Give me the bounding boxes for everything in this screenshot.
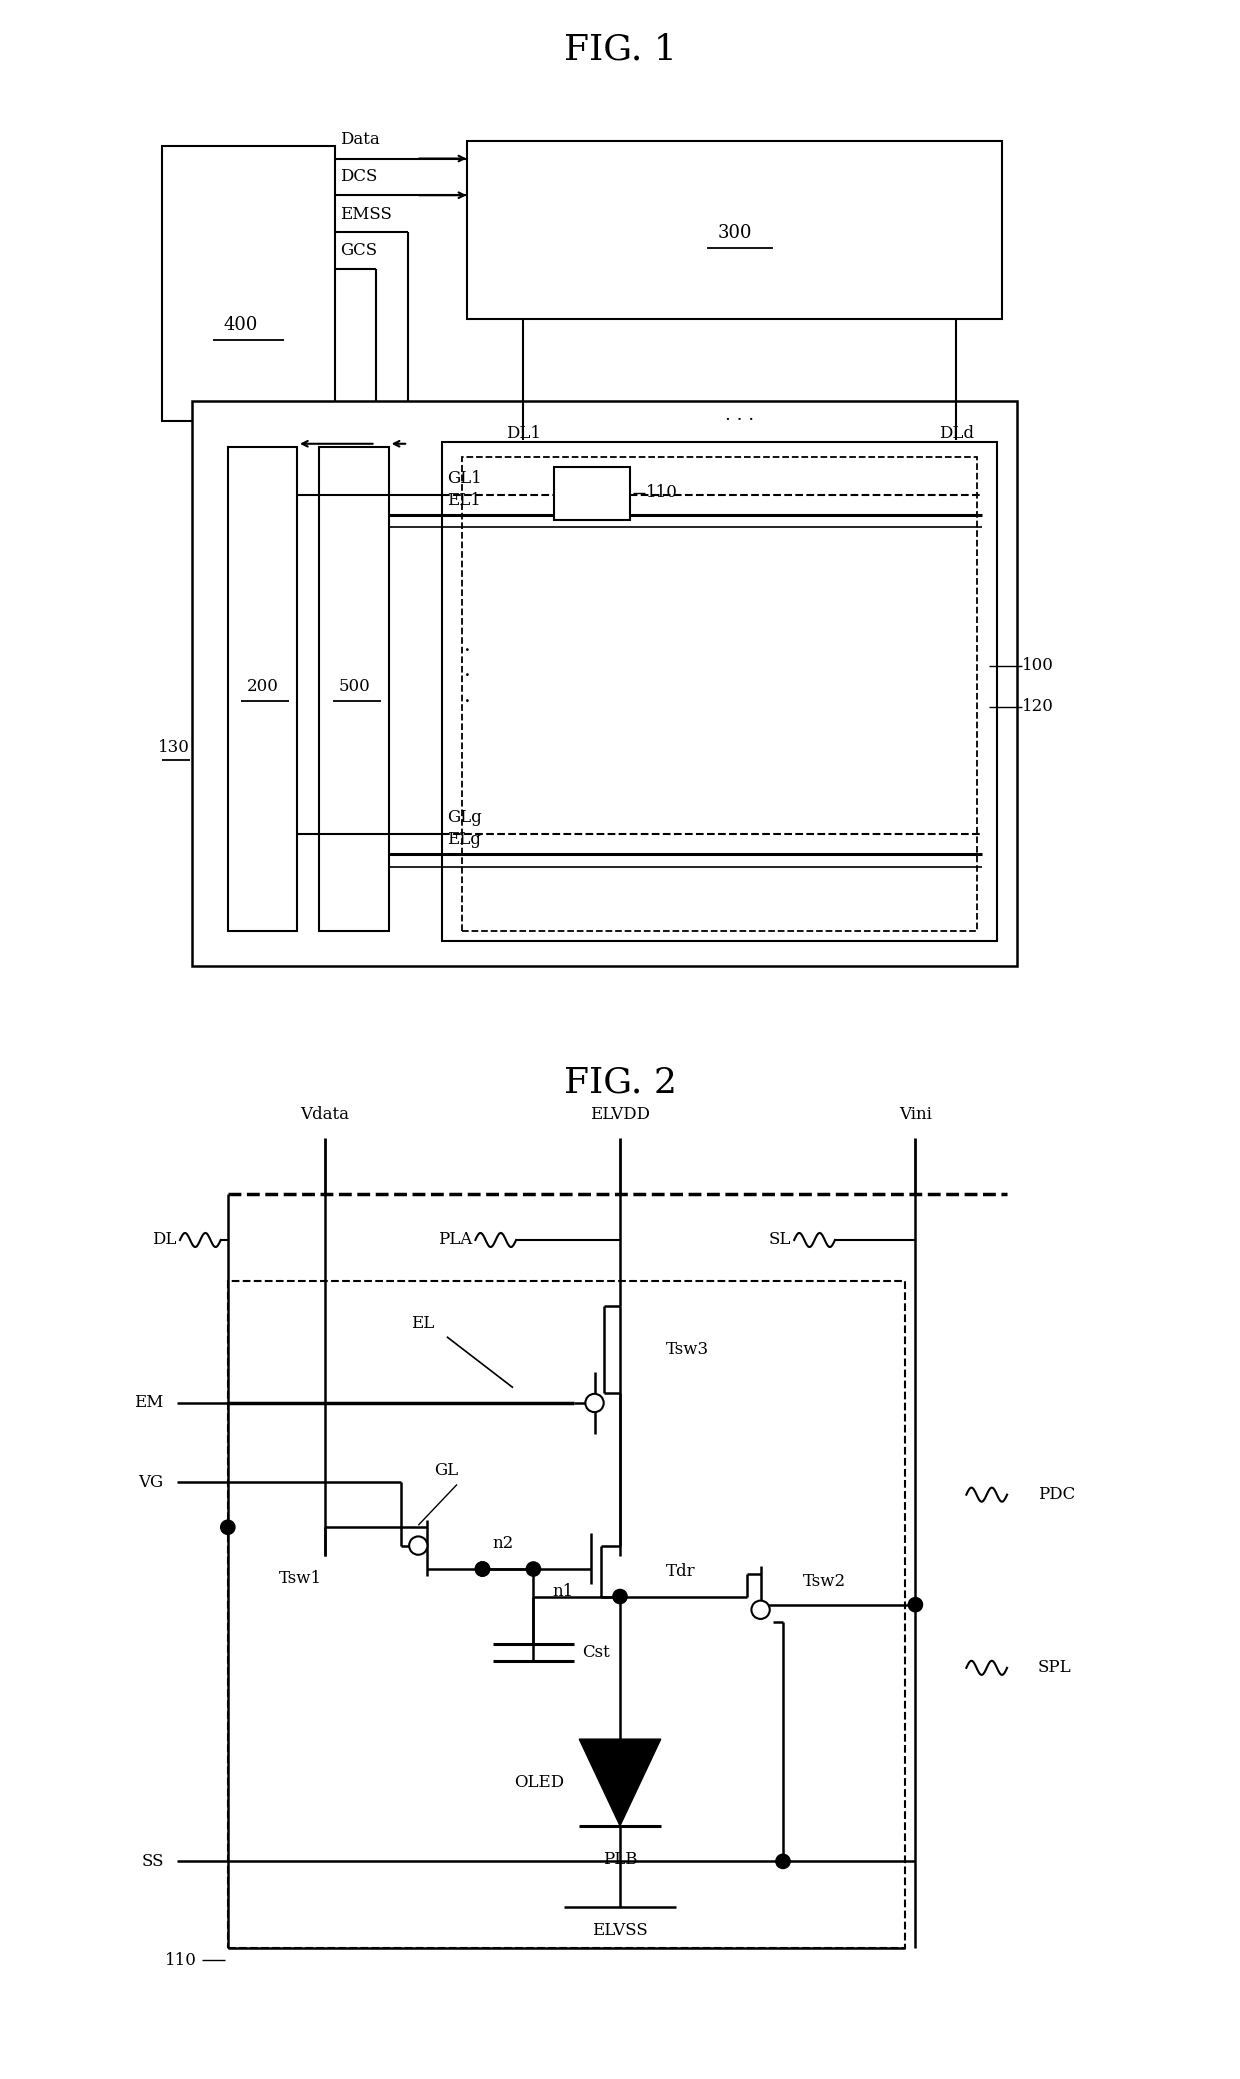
Text: EL: EL: [412, 1314, 434, 1333]
Circle shape: [585, 1393, 604, 1412]
Text: DLd: DLd: [939, 426, 973, 443]
Text: 100: 100: [1022, 657, 1054, 674]
Text: n2: n2: [492, 1534, 513, 1553]
Text: 120: 120: [1022, 699, 1054, 715]
Bar: [192, 401, 1017, 967]
Text: DL1: DL1: [506, 426, 541, 443]
Text: Cst: Cst: [583, 1644, 610, 1661]
Circle shape: [613, 1588, 627, 1603]
Text: ELVDD: ELVDD: [590, 1106, 650, 1123]
Text: EM: EM: [134, 1395, 164, 1412]
Text: Tdr: Tdr: [666, 1563, 696, 1580]
Text: SPL: SPL: [1038, 1659, 1071, 1676]
Text: GL: GL: [434, 1462, 459, 1480]
Text: 500: 500: [339, 678, 370, 694]
Text: VG: VG: [139, 1474, 164, 1491]
Text: PDC: PDC: [1038, 1486, 1075, 1503]
Text: .: .: [464, 636, 470, 655]
Text: Tsw1: Tsw1: [279, 1570, 322, 1586]
Circle shape: [751, 1601, 770, 1620]
Text: .: .: [464, 661, 470, 680]
Text: ELg: ELg: [446, 832, 481, 848]
Bar: [320, 447, 389, 931]
Circle shape: [221, 1520, 234, 1534]
Text: 110: 110: [165, 1952, 197, 1969]
Text: 200: 200: [247, 678, 279, 694]
Text: Data: Data: [340, 131, 379, 148]
Bar: [228, 447, 298, 931]
Bar: [228, 1281, 905, 1948]
Polygon shape: [579, 1740, 661, 1825]
Text: SL: SL: [769, 1231, 791, 1249]
Text: PLB: PLB: [603, 1850, 637, 1869]
Text: PLA: PLA: [438, 1231, 472, 1249]
Circle shape: [409, 1536, 428, 1555]
Text: SS: SS: [141, 1852, 164, 1869]
Text: GL1: GL1: [446, 470, 481, 486]
Text: . . .: . . .: [724, 405, 754, 424]
Text: DCS: DCS: [340, 168, 377, 185]
Circle shape: [776, 1854, 790, 1869]
Bar: [441, 441, 997, 942]
Text: GLg: GLg: [446, 809, 481, 825]
Text: DL: DL: [153, 1231, 177, 1249]
Bar: [467, 141, 1002, 320]
Circle shape: [526, 1561, 541, 1576]
Text: EL1: EL1: [446, 493, 481, 509]
Text: GCS: GCS: [340, 243, 377, 260]
Circle shape: [475, 1561, 490, 1576]
Text: Tsw3: Tsw3: [666, 1341, 709, 1358]
Text: Tsw2: Tsw2: [804, 1572, 847, 1590]
Text: 130: 130: [157, 738, 190, 757]
Text: OLED: OLED: [513, 1773, 564, 1790]
Text: Vini: Vini: [899, 1106, 931, 1123]
Text: FIG. 1: FIG. 1: [563, 33, 677, 67]
Circle shape: [475, 1561, 490, 1576]
Bar: [463, 457, 977, 931]
Text: ELVSS: ELVSS: [593, 1923, 647, 1940]
Text: n1: n1: [553, 1582, 574, 1601]
Text: 300: 300: [718, 225, 753, 241]
Text: EMSS: EMSS: [340, 206, 392, 222]
Bar: [554, 468, 630, 520]
Circle shape: [908, 1597, 923, 1611]
Text: .: .: [464, 686, 470, 707]
Text: 400: 400: [224, 316, 258, 333]
Text: Vdata: Vdata: [300, 1106, 350, 1123]
Text: 110: 110: [646, 484, 677, 501]
Text: FIG. 2: FIG. 2: [563, 1064, 677, 1100]
Bar: [161, 146, 335, 422]
